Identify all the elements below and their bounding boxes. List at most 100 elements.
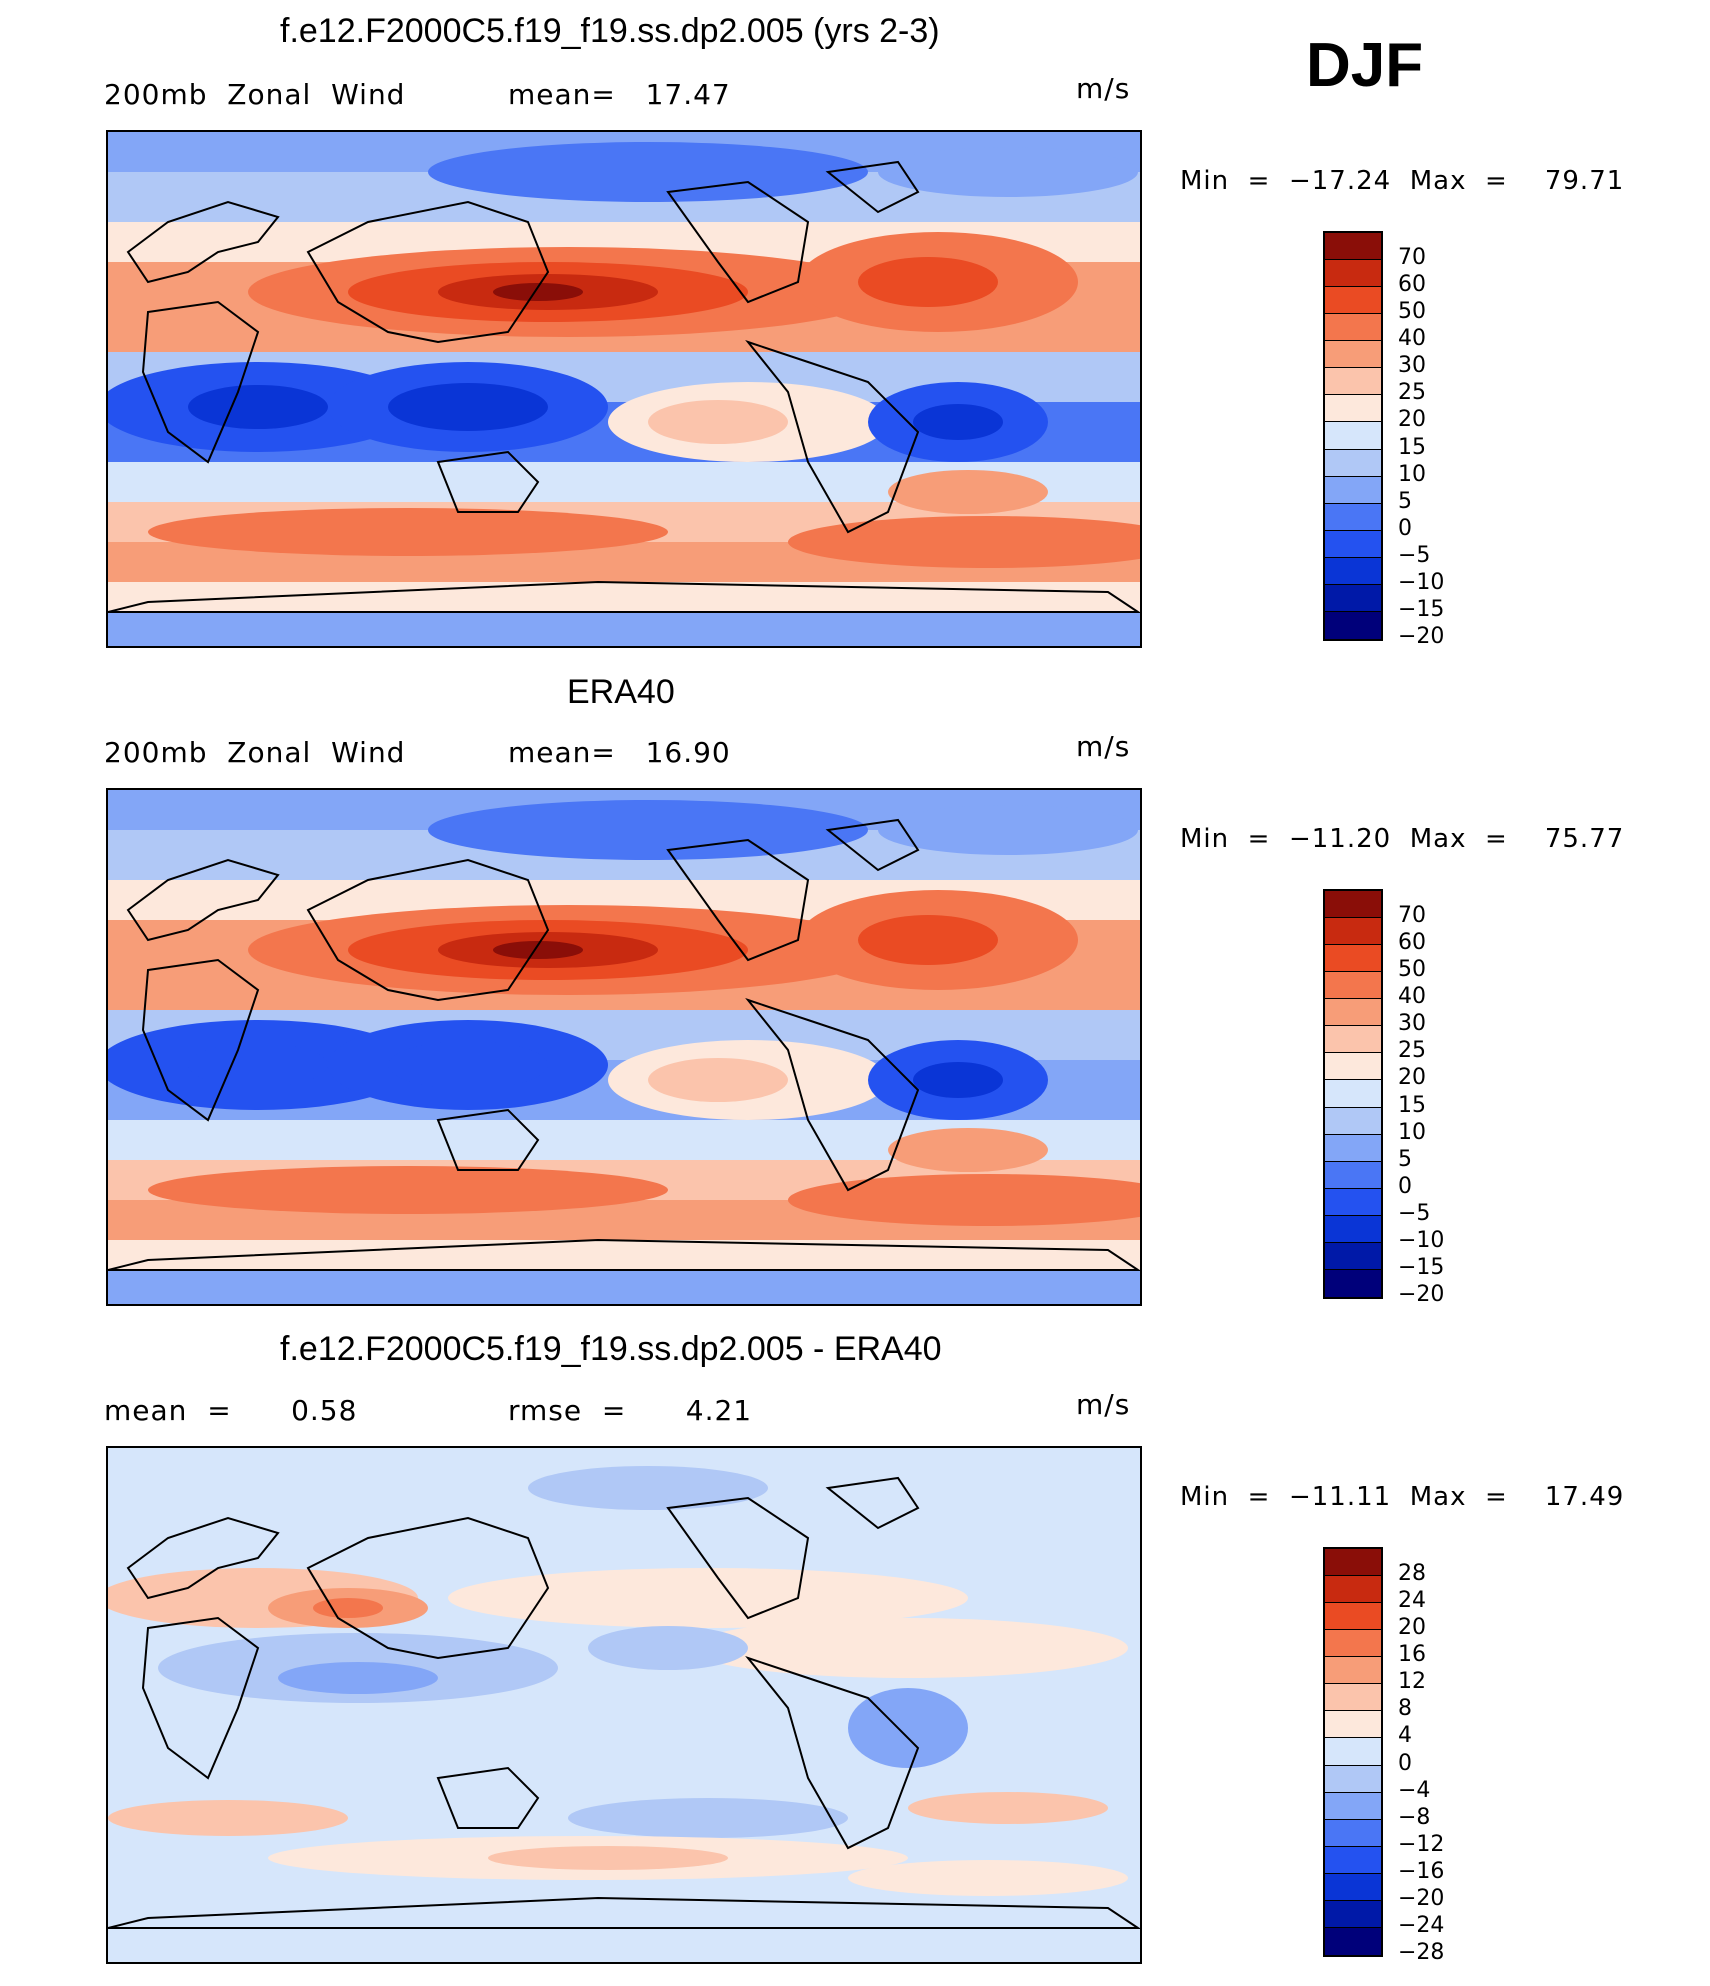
contour-blob: [108, 1800, 348, 1836]
contour-blob: [428, 142, 868, 202]
colorbar-cell: [1325, 314, 1381, 342]
colorbar-cell: [1325, 1792, 1381, 1820]
colorbar-tick-label: 0: [1398, 1173, 1412, 1199]
colorbar-cell: [1325, 287, 1381, 315]
colorbar-tick-label: 70: [1398, 903, 1426, 929]
colorbar-cell: [1325, 1657, 1381, 1685]
colorbar-tick-label: 20: [1398, 1065, 1426, 1091]
panel2-colorbar: [1323, 889, 1383, 1299]
coastline: [306, 858, 550, 1002]
diff-blue-america: [848, 1688, 968, 1768]
contour-blob: [888, 1128, 1048, 1172]
colorbar-cell: [1325, 1161, 1381, 1189]
colorbar-tick-label: 15: [1398, 1092, 1426, 1118]
contour-blob: [913, 404, 1003, 440]
contour-blob: [788, 1174, 1140, 1226]
colorbar-tick-label: 15: [1398, 434, 1426, 460]
contour-blob: [858, 257, 998, 307]
coastline: [306, 1516, 550, 1660]
colorbar-tick-label: −15: [1398, 596, 1445, 622]
contour-blob: [148, 508, 668, 556]
colorbar-cell: [1325, 972, 1381, 1000]
colorbar-tick-label: −12: [1398, 1831, 1445, 1857]
coastline: [126, 1516, 280, 1600]
colorbar-tick-label: −20: [1398, 1282, 1445, 1307]
contour-blob: [488, 1846, 728, 1870]
contour-blob: [908, 1792, 1108, 1824]
colorbar-cell: [1325, 368, 1381, 396]
contour-blob: [388, 1041, 548, 1089]
colorbar-tick-label: 24: [1398, 1588, 1426, 1614]
colorbar-cell: [1325, 1873, 1381, 1901]
colorbar-tick-label: −15: [1398, 1254, 1445, 1280]
colorbar-tick-label: −24: [1398, 1912, 1445, 1938]
colorbar-tick-label: 4: [1398, 1723, 1412, 1749]
season-label: DJF: [1306, 31, 1424, 100]
colorbar-cell: [1325, 1684, 1381, 1712]
contour-blob: [568, 1798, 848, 1838]
colorbar-cell: [1325, 1242, 1381, 1270]
colorbar-cell: [1325, 999, 1381, 1027]
colorbar-cell: [1325, 557, 1381, 585]
coastline: [141, 300, 260, 464]
contour-blob: [888, 470, 1048, 514]
colorbar-tick-label: 70: [1398, 245, 1426, 271]
coastline: [108, 1238, 1140, 1271]
jet-max: [493, 283, 583, 301]
contour-blob: [388, 383, 548, 431]
coastline: [126, 200, 280, 284]
panel1-minmax: Min = −17.24 Max = 79.71: [1180, 166, 1625, 196]
coastline: [436, 450, 540, 513]
colorbar-cell: [1325, 1765, 1381, 1793]
colorbar-tick-label: 16: [1398, 1642, 1426, 1668]
colorbar-cell: [1325, 1080, 1381, 1108]
colorbar-tick-label: −20: [1398, 624, 1445, 649]
colorbar-cell: [1325, 503, 1381, 531]
colorbar-cell: [1325, 1711, 1381, 1739]
contour-blob: [188, 385, 328, 429]
coastline: [745, 997, 920, 1192]
contour-blob: [848, 1860, 1128, 1896]
coastline: [126, 858, 280, 942]
contour-blob: [788, 516, 1140, 568]
colorbar-tick-label: −10: [1398, 1227, 1445, 1253]
panel3-mean: mean = 0.58: [104, 1394, 358, 1427]
colorbar-cell: [1325, 611, 1381, 639]
colorbar-cell: [1325, 449, 1381, 477]
coastline: [825, 160, 920, 214]
contour-blob: [858, 915, 998, 965]
coastline: [825, 1476, 920, 1530]
colorbar-tick-label: 28: [1398, 1561, 1426, 1587]
panel1-colorbar: [1323, 231, 1383, 641]
colorbar-cell: [1325, 260, 1381, 288]
colorbar-cell: [1325, 530, 1381, 558]
colorbar-cell: [1325, 1603, 1381, 1631]
panel2-minmax: Min = −11.20 Max = 75.77: [1180, 824, 1625, 854]
diff-blue-north: [528, 1466, 768, 1510]
colorbar-tick-label: 12: [1398, 1669, 1426, 1695]
coastline: [436, 1766, 540, 1829]
colorbar-cell: [1325, 1819, 1381, 1847]
colorbar-cell: [1325, 341, 1381, 369]
colorbar-tick-label: 5: [1398, 488, 1412, 514]
contour-blob: [188, 1043, 328, 1087]
panel1-title: f.e12.F2000C5.f19_f19.ss.dp2.005 (yrs 2-…: [280, 12, 940, 50]
colorbar-cell: [1325, 233, 1381, 261]
colorbar-cell: [1325, 584, 1381, 612]
coastline: [436, 1108, 540, 1171]
contour-blob: [688, 1618, 1128, 1678]
colorbar-tick-label: 60: [1398, 272, 1426, 298]
panel3-map: [106, 1446, 1142, 1964]
colorbar-tick-label: −28: [1398, 1940, 1445, 1965]
coastline: [825, 818, 920, 872]
colorbar-cell: [1325, 1549, 1381, 1577]
contour-blob: [278, 1662, 438, 1694]
panel1-units: m/s: [1076, 72, 1131, 105]
colorbar-tick-label: −5: [1398, 1200, 1431, 1226]
panel2-units: m/s: [1076, 730, 1131, 763]
colorbar-cell: [1325, 918, 1381, 946]
colorbar-tick-label: −10: [1398, 569, 1445, 595]
colorbar-cell: [1325, 1134, 1381, 1162]
panel1-variable: 200mb Zonal Wind: [104, 78, 406, 111]
coastline: [666, 180, 810, 304]
